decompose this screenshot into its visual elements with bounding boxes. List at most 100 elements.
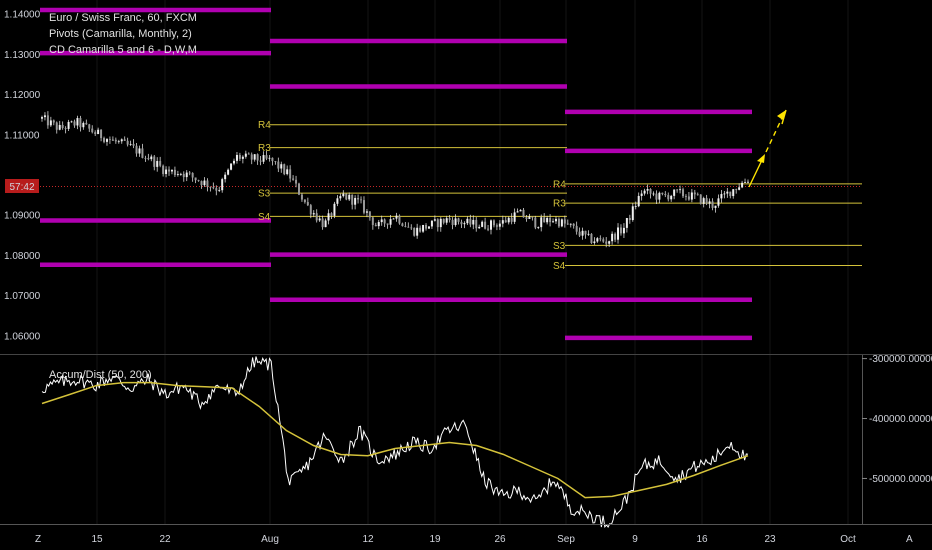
candle-body bbox=[351, 194, 354, 205]
candle-body bbox=[46, 115, 49, 126]
ad-tick-label: -300000.00000 bbox=[869, 354, 932, 365]
candle-body bbox=[735, 189, 738, 190]
ad-axis[interactable]: -300000.00000 -400000.00000 -500000.00000 bbox=[862, 354, 932, 525]
candle-body bbox=[52, 120, 55, 123]
candle-body bbox=[404, 226, 407, 227]
candle-body bbox=[696, 194, 699, 196]
candle-body bbox=[168, 169, 171, 172]
legend-title[interactable]: Euro / Swiss Franc, 60, FXCM bbox=[49, 12, 197, 24]
ad-tick-label: -500000.00000 bbox=[869, 474, 932, 485]
candle-body bbox=[283, 164, 286, 175]
candle-body bbox=[478, 226, 481, 229]
candle-body bbox=[401, 223, 404, 227]
x-tick-label: 22 bbox=[159, 534, 171, 545]
price-ticks: 1.14000 1.13000 1.12000 1.11000 1.09000 1.080… bbox=[4, 10, 41, 343]
candle-body bbox=[640, 193, 643, 196]
candle-body bbox=[256, 154, 259, 161]
candle-body bbox=[427, 226, 430, 229]
candle-body bbox=[433, 219, 436, 221]
candle-body bbox=[368, 211, 371, 218]
candle-body bbox=[537, 227, 540, 228]
candle-body bbox=[457, 218, 460, 222]
candle-body bbox=[454, 218, 457, 226]
candle-body bbox=[566, 223, 569, 225]
camarilla-label: S4 bbox=[553, 261, 566, 272]
x-tick-label: 19 bbox=[429, 534, 441, 545]
corner-right-icon[interactable]: A bbox=[906, 534, 913, 545]
candle-body bbox=[253, 154, 256, 160]
candle-body bbox=[534, 217, 537, 228]
candle-body bbox=[371, 217, 374, 225]
candle-body bbox=[82, 122, 85, 128]
candle-body bbox=[492, 220, 495, 226]
candle-body bbox=[212, 187, 215, 189]
candle-body bbox=[312, 213, 315, 215]
candle-body bbox=[646, 188, 649, 191]
candle-body bbox=[97, 129, 100, 135]
candle-body bbox=[244, 153, 247, 157]
arrow-line-2 bbox=[765, 117, 783, 153]
candle-body bbox=[395, 215, 398, 219]
candle-body bbox=[413, 227, 416, 236]
price-axis-bg bbox=[0, 0, 40, 354]
time-axis[interactable]: 15 22 Aug 12 19 26 Sep 9 16 23 Oct Z A bbox=[0, 524, 932, 546]
candle-body bbox=[318, 218, 321, 221]
candle-body bbox=[619, 227, 622, 234]
candle-body bbox=[593, 241, 596, 243]
corner-left-icon[interactable]: Z bbox=[35, 534, 41, 545]
candle-body bbox=[111, 139, 114, 141]
candle-body bbox=[392, 218, 395, 220]
candle-body bbox=[599, 238, 602, 240]
candle-body bbox=[194, 177, 197, 181]
candle-body bbox=[726, 191, 729, 194]
candle-body bbox=[188, 172, 191, 174]
candle-body bbox=[684, 196, 687, 197]
candle-body bbox=[135, 145, 138, 154]
candle-body bbox=[705, 198, 708, 204]
candle-body bbox=[383, 219, 386, 224]
candle-body bbox=[501, 220, 504, 224]
candle-body bbox=[490, 220, 493, 230]
candle-body bbox=[132, 143, 135, 146]
x-tick-label: Aug bbox=[261, 534, 279, 545]
candle-body bbox=[554, 218, 557, 222]
x-tick-label: 23 bbox=[764, 534, 776, 545]
candle-body bbox=[687, 196, 690, 200]
candle-body bbox=[365, 211, 368, 213]
candle-body bbox=[247, 153, 250, 155]
camarilla-label: S3 bbox=[553, 241, 566, 252]
legend-indicator-1[interactable]: Pivots (Camarilla, Monthly, 2) bbox=[49, 28, 192, 40]
candle-body bbox=[221, 179, 224, 191]
candle-body bbox=[522, 209, 525, 218]
x-tick-label: 16 bbox=[696, 534, 708, 545]
candle-body bbox=[519, 209, 522, 212]
candle-body bbox=[442, 218, 445, 223]
candle-body bbox=[484, 221, 487, 229]
candle-body bbox=[637, 195, 640, 207]
candle-body bbox=[259, 160, 262, 162]
candle-body bbox=[622, 227, 625, 234]
candle-body bbox=[451, 219, 454, 226]
legend-indicator-2[interactable]: CD Camarilla 5 and 6 - D,W,M bbox=[49, 44, 197, 56]
candle-body bbox=[345, 193, 348, 200]
candle-body bbox=[224, 174, 227, 180]
candle-body bbox=[209, 186, 212, 188]
price-axis[interactable]: 1.14000 1.13000 1.12000 1.11000 1.09000 1.080… bbox=[0, 0, 41, 354]
candle-body bbox=[658, 192, 661, 200]
ad-ticks: -300000.00000 -400000.00000 -500000.00000 bbox=[862, 354, 932, 485]
candle-body bbox=[241, 156, 244, 159]
candle-body bbox=[238, 154, 241, 159]
candle-body bbox=[628, 218, 631, 221]
candle-body bbox=[315, 213, 318, 221]
candle-body bbox=[147, 158, 150, 160]
candle-body bbox=[126, 140, 129, 145]
camarilla-label: R4 bbox=[258, 120, 271, 131]
legend-accum[interactable]: Accum/Dist (50, 200) bbox=[49, 369, 152, 381]
candle-body bbox=[377, 222, 380, 227]
candle-body bbox=[436, 219, 439, 228]
candle-body bbox=[590, 233, 593, 243]
x-tick-label: 26 bbox=[494, 534, 506, 545]
candle-body bbox=[389, 219, 392, 225]
candle-body bbox=[70, 121, 73, 123]
